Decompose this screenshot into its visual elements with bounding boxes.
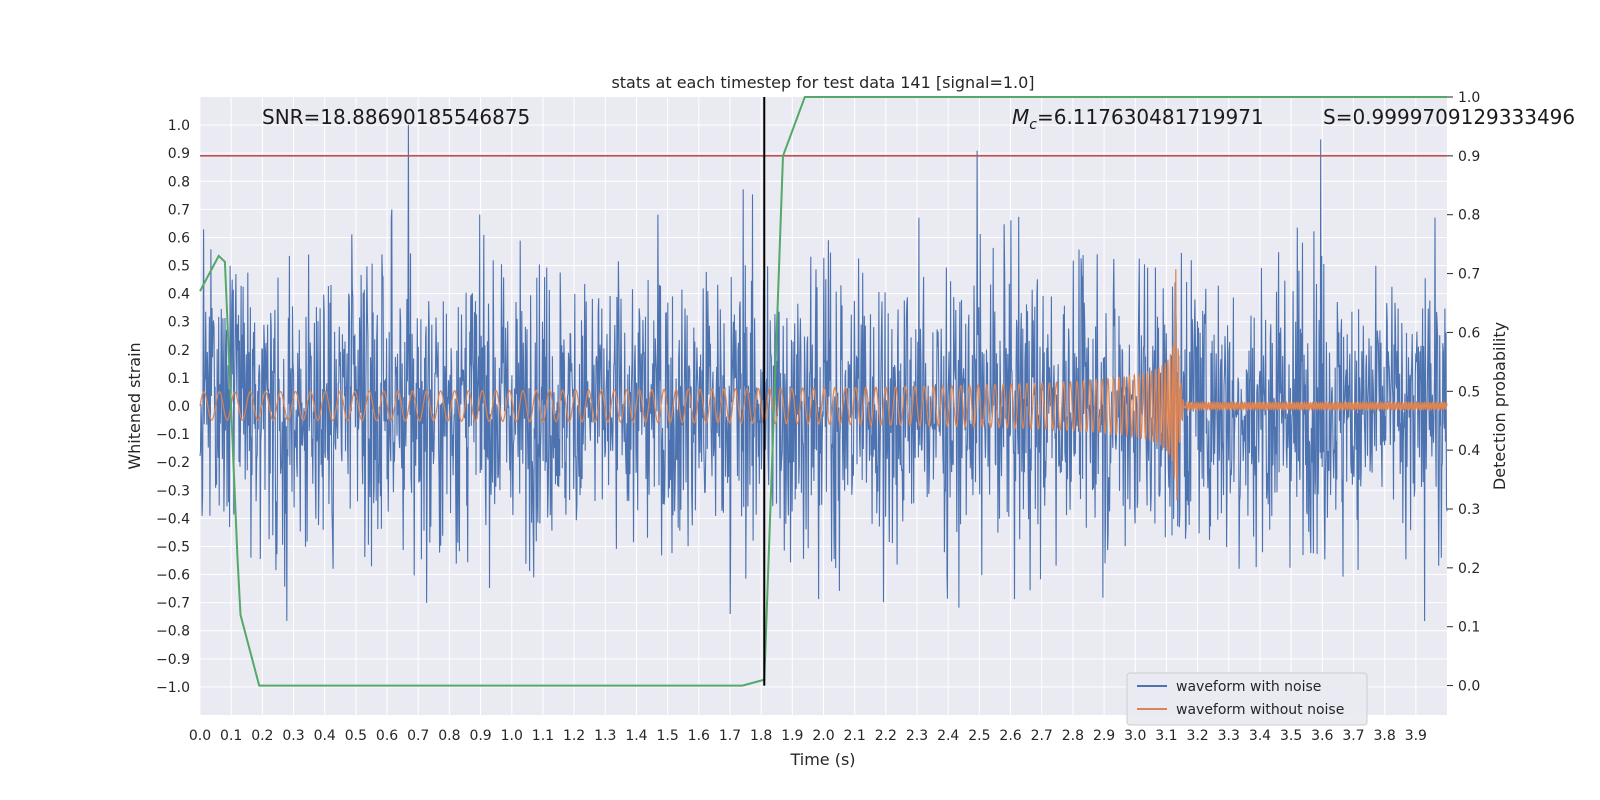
- clean-waveform-line: [199, 269, 1448, 501]
- y2-tick-label: 0.8: [1458, 208, 1480, 224]
- y2-tick-label: 0.0: [1458, 679, 1480, 695]
- x-tick-label: 2.8: [1062, 728, 1084, 744]
- x-tick-label: 2.1: [844, 728, 866, 744]
- y-tick-label: −0.6: [156, 568, 190, 584]
- y2-tick-label: 0.2: [1458, 561, 1480, 577]
- x-tick-label: 3.1: [1155, 728, 1177, 744]
- legend-label-clean: waveform without noise: [1176, 702, 1344, 718]
- legend-box: [1126, 672, 1368, 726]
- x-tick-label: 0.0: [189, 728, 211, 744]
- y-tick-label: 0.8: [168, 174, 190, 190]
- noise-waveform-series: [199, 125, 1448, 622]
- y-tick-label: 1.0: [168, 118, 190, 134]
- x-tick-label: 1.0: [501, 728, 523, 744]
- x-tick-label: 3.3: [1218, 728, 1240, 744]
- tick-labels: 0.0 0.1 0.2 0.3 0.4 0.5 0.6 0.7 0.8 0.9 1.0 1.1 1.2 1…: [156, 90, 1480, 744]
- x-tick-label: 1.4: [625, 728, 647, 744]
- chart-title: stats at each timestep for test data 141…: [611, 73, 1034, 92]
- x-tick-label: 1.9: [781, 728, 803, 744]
- y-tick-label: −0.3: [156, 483, 190, 499]
- x-tick-label: 1.8: [750, 728, 772, 744]
- x-tick-label: 0.5: [345, 728, 367, 744]
- x-tick-label: 0.2: [251, 728, 273, 744]
- x-tick-label: 3.6: [1311, 728, 1333, 744]
- y-tick-label: 0.1: [168, 371, 190, 387]
- noise-waveform-line: [199, 125, 1448, 622]
- y2-tick-label: 1.0: [1458, 90, 1480, 106]
- y-tick-label: 0.3: [168, 315, 190, 331]
- y-tick-label: 0.5: [168, 259, 190, 275]
- x-tick-label: 1.3: [594, 728, 616, 744]
- chirp-mass-annotation: Mc=6.117630481719971: [1012, 105, 1264, 133]
- score-annotation: S=0.9999709129333496: [1323, 105, 1575, 129]
- snr-annotation: SNR=18.88690185546875: [262, 105, 530, 129]
- x-tick-label: 3.4: [1249, 728, 1271, 744]
- y-tick-label: −0.7: [156, 596, 190, 612]
- x-tick-label: 0.7: [407, 728, 429, 744]
- x-axis-label: Time (s): [789, 750, 855, 769]
- y2-tick-label: 0.1: [1458, 620, 1480, 636]
- x-tick-label: 1.7: [719, 728, 741, 744]
- x-tick-label: 2.9: [1093, 728, 1115, 744]
- y2-tick-label: 0.5: [1458, 384, 1480, 400]
- y-tick-label: 0.2: [168, 343, 190, 359]
- x-tick-label: 3.2: [1186, 728, 1208, 744]
- legend-label-noise: waveform with noise: [1176, 679, 1321, 695]
- x-tick-label: 1.6: [688, 728, 710, 744]
- x-tick-label: 1.5: [656, 728, 678, 744]
- x-tick-label: 3.0: [1124, 728, 1146, 744]
- x-tick-label: 0.1: [220, 728, 242, 744]
- x-tick-label: 1.1: [532, 728, 554, 744]
- x-tick-label: 3.9: [1405, 728, 1427, 744]
- x-tick-label: 2.5: [968, 728, 990, 744]
- x-tick-label: 0.8: [438, 728, 460, 744]
- x-tick-label: 0.9: [469, 728, 491, 744]
- overlay-lines: [199, 96, 1447, 687]
- y2-axis-label: Detection probability: [1490, 322, 1509, 490]
- y-axis-label: Whitened strain: [125, 342, 144, 469]
- y-tick-label: 0.0: [168, 399, 190, 415]
- y-tick-label: 0.6: [168, 230, 190, 246]
- legend: waveform with noise waveform without noi…: [1126, 672, 1368, 726]
- y2-tick-label: 0.9: [1458, 149, 1480, 165]
- x-tick-label: 2.3: [906, 728, 928, 744]
- y-tick-label: −0.2: [156, 455, 190, 471]
- y-tick-label: −0.4: [156, 511, 190, 527]
- y-tick-label: −0.1: [156, 427, 190, 443]
- x-tick-label: 2.6: [999, 728, 1021, 744]
- y-tick-label: 0.9: [168, 146, 190, 162]
- y2-tick-label: 0.6: [1458, 325, 1480, 341]
- x-tick-label: 2.2: [875, 728, 897, 744]
- x-tick-label: 1.2: [563, 728, 585, 744]
- x-tick-label: 2.0: [812, 728, 834, 744]
- x-tick-label: 0.3: [282, 728, 304, 744]
- y2-tick-label: 0.3: [1458, 502, 1480, 518]
- y-tick-label: −0.5: [156, 539, 190, 555]
- clean-waveform-series: [199, 269, 1448, 501]
- x-tick-label: 3.7: [1342, 728, 1364, 744]
- y2-tick-label: 0.4: [1458, 443, 1480, 459]
- x-tick-label: 3.5: [1280, 728, 1302, 744]
- y-tick-label: −1.0: [156, 680, 190, 696]
- x-tick-label: 2.7: [1031, 728, 1053, 744]
- detection-probability-line: [199, 96, 1447, 687]
- y-tick-label: 0.7: [168, 202, 190, 218]
- x-tick-label: 2.4: [937, 728, 959, 744]
- x-tick-label: 0.6: [376, 728, 398, 744]
- y-tick-label: −0.8: [156, 624, 190, 640]
- x-tick-label: 3.8: [1374, 728, 1396, 744]
- y-tick-label: −0.9: [156, 652, 190, 668]
- x-tick-label: 0.4: [314, 728, 336, 744]
- y2-tick-label: 0.7: [1458, 267, 1480, 283]
- y-tick-label: 0.4: [168, 287, 190, 303]
